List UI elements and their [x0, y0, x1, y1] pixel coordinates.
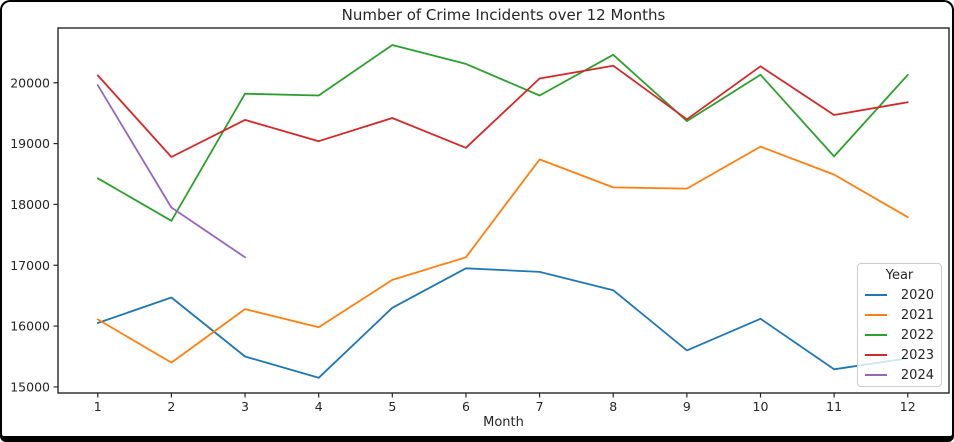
series-line-2024 [96, 84, 246, 259]
legend-swatch-2021-icon [865, 314, 887, 316]
y-tick-label: 17000 [10, 258, 50, 273]
series-line-2021 [96, 145, 909, 364]
legend-label-2021: 2021 [900, 307, 934, 323]
x-tick-label: 12 [900, 399, 916, 414]
legend-label-2020: 2020 [900, 287, 934, 303]
x-axis-label: Month [483, 415, 524, 430]
legend-item-2022: 2022 [865, 325, 934, 345]
figure-canvas: Number of Crime Incidents over 12 Months… [2, 2, 952, 436]
y-tick-label: 16000 [10, 319, 50, 334]
plot-border [57, 27, 950, 394]
legend-swatch-2022-icon [865, 334, 887, 336]
legend-item-2020: 2020 [865, 285, 934, 305]
x-tick-label: 10 [753, 399, 769, 414]
y-tick-label: 18000 [10, 197, 50, 212]
chart-title: Number of Crime Incidents over 12 Months [341, 6, 666, 24]
x-tick-label: 1 [94, 399, 102, 414]
legend-item-2023: 2023 [865, 345, 934, 365]
x-tick-label: 5 [388, 399, 396, 414]
legend-swatch-2024-icon [865, 374, 887, 376]
y-tick-label: 15000 [10, 379, 50, 394]
legend-label-2022: 2022 [900, 327, 934, 343]
x-tick-label: 9 [683, 399, 691, 414]
legend-swatch-2020-icon [865, 294, 887, 296]
legend-label-2023: 2023 [900, 347, 934, 363]
x-tick-label: 8 [609, 399, 617, 414]
legend-item-2024: 2024 [865, 365, 934, 385]
y-tick-label: 20000 [10, 75, 50, 90]
legend-label-2024: 2024 [900, 367, 934, 383]
legend-item-2021: 2021 [865, 305, 934, 325]
legend-title: Year [885, 268, 914, 283]
x-tick-label: 3 [241, 399, 249, 414]
x-tick-label: 2 [167, 399, 175, 414]
series-line-2023 [96, 64, 909, 158]
x-tick-label: 7 [536, 399, 544, 414]
y-tick-label: 19000 [10, 136, 50, 151]
series-line-2020 [96, 267, 909, 379]
x-tick-label: 4 [315, 399, 323, 414]
legend: Year 2020 2021 2022 2023 2024 [857, 263, 942, 387]
legend-swatch-2023-icon [865, 354, 887, 356]
series-line-2022 [96, 44, 909, 222]
x-tick-label: 6 [462, 399, 470, 414]
x-tick-label: 11 [826, 399, 842, 414]
